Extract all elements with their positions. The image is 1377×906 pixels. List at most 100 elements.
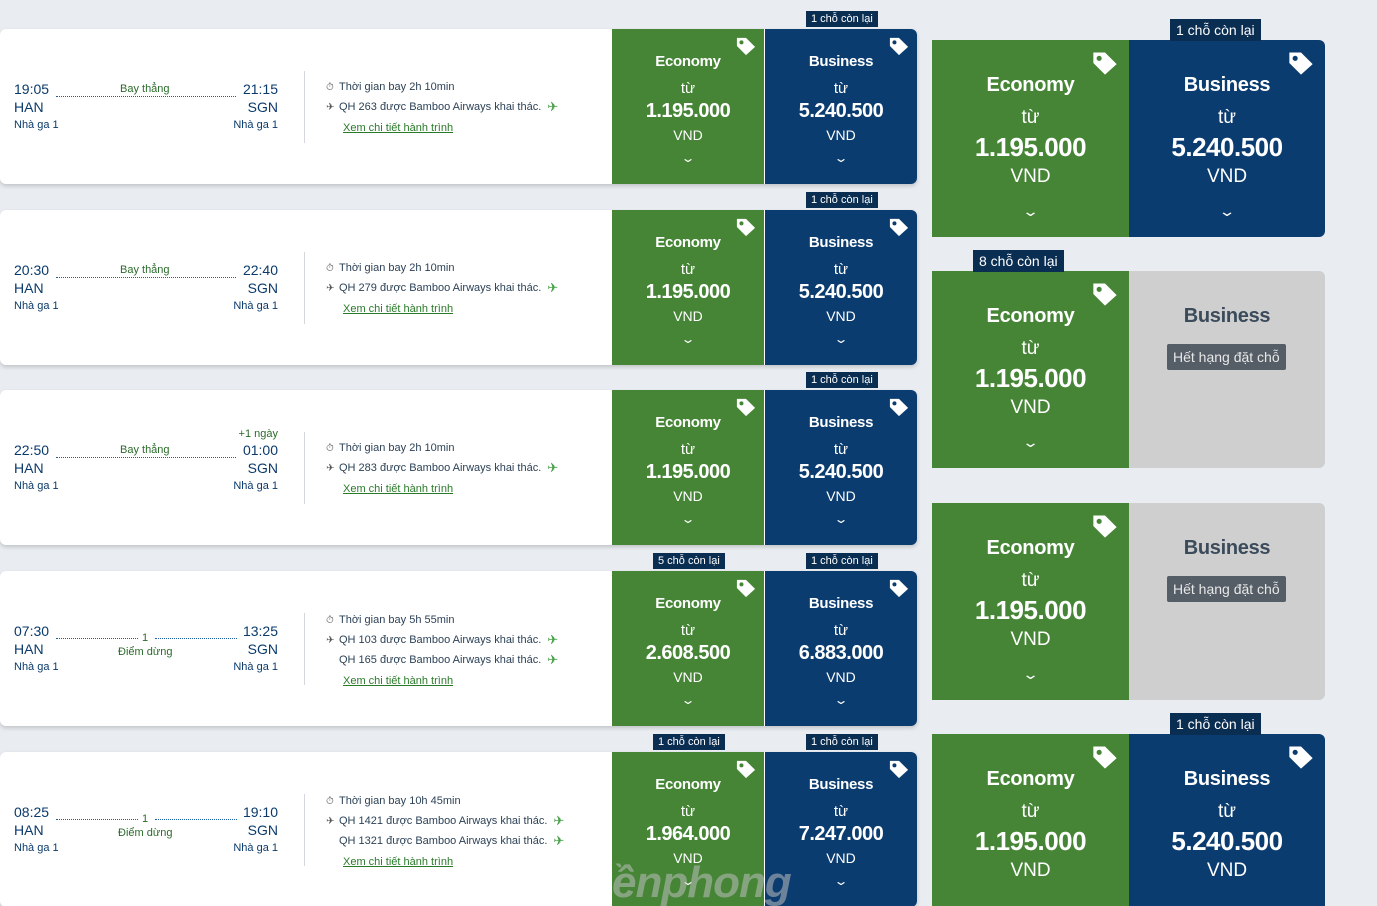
chevron-down-icon[interactable]: ⌄ bbox=[1218, 897, 1236, 906]
chevron-down-icon[interactable]: ⌄ bbox=[680, 512, 696, 526]
itinerary-detail-link[interactable]: Xem chi tiết hành trình bbox=[343, 122, 454, 134]
chevron-down-icon[interactable]: ⌄ bbox=[833, 512, 849, 526]
economy-fare-button[interactable]: Economy từ 1.195.000 VND ⌄ bbox=[612, 210, 764, 365]
destination-terminal: Nhà ga 1 bbox=[233, 842, 278, 854]
sold-out-badge: Hết hạng đặt chỗ bbox=[1167, 344, 1286, 370]
seats-left-badge: 1 chỗ còn lại bbox=[806, 11, 878, 27]
operator-row: ✈ QH 1421 được Bamboo Airways khai thác. ✈ bbox=[326, 811, 564, 831]
business-fare-button[interactable]: Business từ 7.247.000 VND ⌄ 1 chỗ còn lại bbox=[765, 734, 917, 906]
chevron-down-icon[interactable]: ⌄ bbox=[1021, 434, 1040, 450]
price-tag-icon bbox=[1091, 744, 1119, 770]
currency-label: VND bbox=[1010, 397, 1051, 418]
destination-code: SGN bbox=[247, 641, 278, 657]
currency-label: VND bbox=[1206, 860, 1248, 881]
from-label: từ bbox=[1021, 801, 1040, 822]
business-fare-button[interactable]: Business từ 6.883.000 VND ⌄ 1 chỗ còn lại bbox=[765, 553, 917, 726]
fare-class-label: Economy bbox=[986, 305, 1075, 327]
currency-label: VND bbox=[826, 850, 856, 866]
price-tag-icon bbox=[735, 397, 757, 417]
direct-label: Bay thẳng bbox=[120, 264, 170, 276]
price-tag-icon bbox=[888, 397, 910, 417]
chevron-down-icon[interactable]: ⌄ bbox=[680, 874, 696, 888]
chevron-down-icon[interactable]: ⌄ bbox=[1021, 203, 1040, 219]
chevron-down-icon[interactable]: ⌄ bbox=[680, 332, 696, 346]
seats-left-badge: 5 chỗ còn lại bbox=[653, 553, 725, 569]
departure-time: 08:25 bbox=[14, 804, 50, 820]
departure-time: 07:30 bbox=[14, 623, 50, 639]
economy-fare-button[interactable]: Economy từ 1.964.000 VND ⌄ 1 chỗ còn lại bbox=[612, 734, 764, 906]
economy-fare-button[interactable]: Economy từ 1.195.000 VND ⌄ 8 chỗ còn lại bbox=[932, 250, 1129, 468]
chevron-down-icon[interactable]: ⌄ bbox=[833, 693, 849, 707]
economy-fare-button[interactable]: Economy từ 1.195.000 VND ⌄ bbox=[932, 734, 1129, 906]
stop-label: Điểm dừng bbox=[118, 646, 173, 658]
divider bbox=[304, 432, 305, 504]
chevron-down-icon[interactable]: ⌄ bbox=[833, 874, 849, 888]
seats-left-badge: 1 chỗ còn lại bbox=[806, 734, 878, 750]
chevron-down-icon[interactable]: ⌄ bbox=[1218, 203, 1236, 219]
economy-fare-button[interactable]: Economy từ 1.195.000 VND ⌄ bbox=[932, 503, 1129, 700]
business-fare-button[interactable]: Business từ 5.240.500 VND ⌄ 1 chỗ còn lại bbox=[765, 11, 917, 184]
price-tag-icon bbox=[735, 36, 757, 56]
from-label: từ bbox=[680, 441, 696, 458]
flight-details: ⏱ Thời gian bay 2h 10min ✈ QH 279 được Bamb… bbox=[326, 258, 558, 315]
itinerary-detail-link[interactable]: Xem chi tiết hành trình bbox=[343, 856, 454, 868]
chevron-down-icon[interactable]: ⌄ bbox=[833, 332, 849, 346]
itinerary-detail-link[interactable]: Xem chi tiết hành trình bbox=[343, 483, 454, 495]
origin-terminal: Nhà ga 1 bbox=[14, 480, 59, 492]
flight-details: ⏱ Thời gian bay 5h 55min ✈ QH 103 được Bamb… bbox=[326, 610, 558, 687]
flight-details: ⏱ Thời gian bay 2h 10min ✈ QH 263 được Bamb… bbox=[326, 77, 558, 134]
price-tag-icon bbox=[1287, 744, 1315, 770]
clock-icon: ⏱ bbox=[326, 614, 334, 626]
itinerary-detail-link[interactable]: Xem chi tiết hành trình bbox=[343, 303, 454, 315]
from-label: từ bbox=[833, 441, 849, 458]
chevron-down-icon[interactable]: ⌄ bbox=[833, 151, 849, 165]
price-tag-icon bbox=[888, 36, 910, 56]
business-fare-button[interactable]: Business từ 5.240.500 VND ⌄ 1 chỗ còn lại bbox=[765, 192, 917, 365]
departure-time: 20:30 bbox=[14, 262, 50, 278]
destination-terminal: Nhà ga 1 bbox=[233, 480, 278, 492]
itinerary-detail-link[interactable]: Xem chi tiết hành trình bbox=[343, 675, 454, 687]
from-label: từ bbox=[680, 622, 696, 639]
economy-fare-button[interactable]: Economy từ 1.195.000 VND ⌄ bbox=[612, 390, 764, 545]
route-summary: 07:30 13:25 HAN SGN Nhà ga 1 Nhà ga 1 1 Điểm dừ… bbox=[14, 571, 278, 726]
next-day-label: +1 ngày bbox=[238, 428, 278, 440]
sold-out-badge: Hết hạng đặt chỗ bbox=[1167, 576, 1286, 602]
currency-label: VND bbox=[826, 308, 856, 324]
destination-terminal: Nhà ga 1 bbox=[233, 300, 278, 312]
currency-label: VND bbox=[1206, 166, 1248, 187]
business-fare-button[interactable]: Business từ 5.240.500 VND ⌄ 1 chỗ còn lại bbox=[765, 372, 917, 545]
economy-fare-button[interactable]: Economy từ 1.195.000 VND ⌄ bbox=[612, 29, 764, 184]
price-tag-icon bbox=[735, 578, 757, 598]
business-fare-button[interactable]: Business từ 5.240.500 VND ⌄ 1 chỗ còn lại bbox=[1129, 19, 1325, 237]
clock-icon: ⏱ bbox=[326, 262, 334, 274]
fare-class-label: Business bbox=[808, 595, 874, 612]
operator-text: QH 279 được Bamboo Airways khai thác. bbox=[339, 282, 542, 294]
fare-price: 6.883.000 bbox=[798, 642, 884, 664]
route-line bbox=[56, 638, 138, 639]
from-label: từ bbox=[833, 261, 849, 278]
fare-class-label: Economy bbox=[655, 776, 721, 793]
economy-fare-button[interactable]: Economy từ 2.608.500 VND ⌄ 5 chỗ còn lại bbox=[612, 553, 764, 726]
chevron-down-icon[interactable]: ⌄ bbox=[680, 151, 696, 165]
bamboo-logo-icon: ✈ bbox=[547, 460, 559, 475]
from-label: từ bbox=[1218, 801, 1236, 822]
economy-fare-button[interactable]: Economy từ 1.195.000 VND ⌄ bbox=[932, 40, 1129, 237]
currency-label: VND bbox=[1010, 629, 1051, 650]
chevron-down-icon[interactable]: ⌄ bbox=[680, 693, 696, 707]
flight-duration: Thời gian bay 2h 10min bbox=[339, 81, 455, 93]
price-tag-icon bbox=[735, 217, 757, 237]
fare-price: 1.195.000 bbox=[974, 132, 1087, 162]
fare-price: 5.240.500 bbox=[798, 281, 884, 303]
plane-icon: ✈ bbox=[326, 462, 335, 474]
destination-code: SGN bbox=[247, 99, 278, 115]
operator-text: QH 263 được Bamboo Airways khai thác. bbox=[339, 101, 542, 113]
origin-code: HAN bbox=[14, 822, 44, 838]
chevron-down-icon[interactable]: ⌄ bbox=[1021, 897, 1040, 906]
currency-label: VND bbox=[1010, 166, 1051, 187]
fare-price: 1.964.000 bbox=[645, 823, 731, 845]
flight-card: 22:50 01:00 HAN SGN Nhà ga 1 Nhà ga 1 Bay thẳn… bbox=[0, 372, 917, 545]
fare-class-label: Business bbox=[808, 414, 874, 431]
route-summary: 08:25 19:10 HAN SGN Nhà ga 1 Nhà ga 1 1 Điểm dừ… bbox=[14, 752, 278, 906]
business-fare-button[interactable]: Business từ 5.240.500 VND ⌄ 1 chỗ còn lại bbox=[1129, 713, 1325, 906]
chevron-down-icon[interactable]: ⌄ bbox=[1021, 666, 1040, 682]
